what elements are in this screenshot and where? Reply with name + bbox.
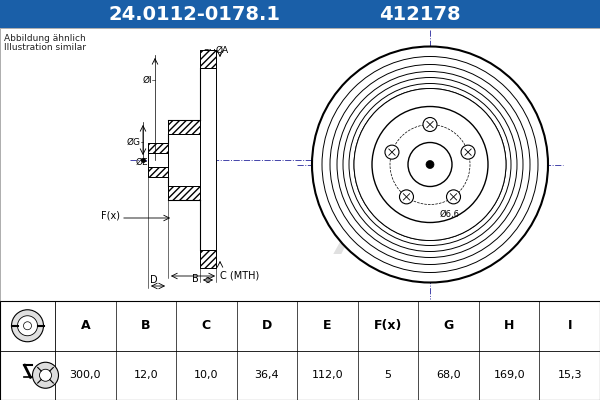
Bar: [0, 301, 600, 400]
Circle shape: [446, 190, 461, 204]
Bar: [148, 167, 168, 177]
Text: 412178: 412178: [379, 4, 461, 24]
Circle shape: [385, 145, 399, 159]
Text: Ø6,6: Ø6,6: [440, 210, 460, 219]
Text: 112,0: 112,0: [311, 370, 343, 380]
Circle shape: [426, 160, 434, 168]
Bar: [148, 153, 168, 167]
Bar: [0, 0, 600, 28]
Circle shape: [372, 106, 488, 222]
Text: 10,0: 10,0: [194, 370, 218, 380]
Circle shape: [32, 362, 59, 388]
Text: D: D: [150, 275, 158, 285]
Text: 300,0: 300,0: [70, 370, 101, 380]
Text: I: I: [568, 319, 572, 332]
Bar: [168, 134, 200, 186]
Text: A: A: [80, 319, 90, 332]
Bar: [200, 68, 216, 250]
Circle shape: [11, 310, 44, 342]
Circle shape: [400, 190, 413, 204]
Circle shape: [312, 46, 548, 282]
Text: B: B: [192, 274, 199, 284]
Text: Ate: Ate: [336, 220, 414, 262]
Bar: [148, 167, 168, 177]
Text: E: E: [323, 319, 332, 332]
Circle shape: [408, 142, 452, 186]
Text: 169,0: 169,0: [493, 370, 525, 380]
Text: 24.0112-0178.1: 24.0112-0178.1: [109, 4, 281, 24]
Text: H: H: [504, 319, 514, 332]
Circle shape: [354, 88, 506, 240]
Text: 36,4: 36,4: [254, 370, 279, 380]
Text: ØG: ØG: [127, 138, 141, 146]
Text: F(x): F(x): [101, 210, 120, 220]
Bar: [148, 143, 168, 153]
Text: 68,0: 68,0: [436, 370, 461, 380]
Text: ®: ®: [415, 241, 425, 251]
Text: 12,0: 12,0: [134, 370, 158, 380]
Bar: [168, 186, 200, 200]
Text: C: C: [202, 319, 211, 332]
Text: C (MTH): C (MTH): [220, 271, 259, 281]
Bar: [168, 120, 200, 134]
Bar: [148, 143, 168, 153]
Text: ØI: ØI: [142, 76, 152, 84]
Circle shape: [40, 369, 52, 381]
Text: B: B: [141, 319, 151, 332]
Text: ØE: ØE: [136, 158, 148, 166]
Text: 5: 5: [385, 370, 392, 380]
Text: Illustration similar: Illustration similar: [4, 43, 86, 52]
Bar: [0, 28, 600, 301]
Text: 15,3: 15,3: [557, 370, 582, 380]
Text: ØA: ØA: [215, 46, 229, 54]
Bar: [168, 120, 200, 134]
Circle shape: [423, 118, 437, 132]
Text: ØH: ØH: [202, 48, 216, 58]
Text: D: D: [262, 319, 272, 332]
Bar: [200, 50, 216, 68]
Text: G: G: [443, 319, 454, 332]
Circle shape: [17, 316, 37, 336]
Circle shape: [23, 322, 32, 330]
Bar: [168, 186, 200, 200]
Text: F(x): F(x): [374, 319, 402, 332]
Text: Abbildung ähnlich: Abbildung ähnlich: [4, 34, 86, 43]
Bar: [200, 250, 216, 268]
Circle shape: [461, 145, 475, 159]
Bar: [200, 50, 216, 68]
Bar: [200, 250, 216, 268]
